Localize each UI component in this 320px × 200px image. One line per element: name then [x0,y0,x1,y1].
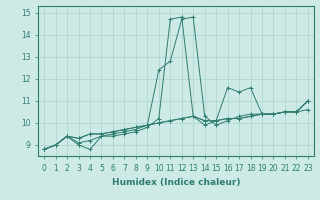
X-axis label: Humidex (Indice chaleur): Humidex (Indice chaleur) [112,178,240,187]
